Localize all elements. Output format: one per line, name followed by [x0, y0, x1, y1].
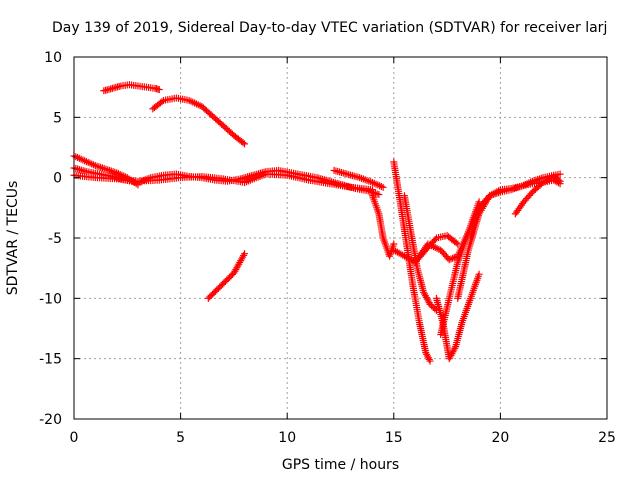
- grid: [74, 57, 607, 419]
- data-point: [155, 86, 163, 94]
- data-point: [423, 352, 431, 360]
- y-tick-label: 0: [53, 171, 62, 187]
- data-point: [445, 256, 453, 264]
- data-series: [368, 192, 398, 260]
- data-point: [454, 240, 462, 248]
- chart-title: Day 139 of 2019, Sidereal Day-to-day VTE…: [52, 20, 608, 36]
- data-point: [241, 140, 249, 148]
- data-point: [556, 177, 564, 185]
- data-point: [97, 163, 105, 171]
- data-series: [467, 170, 564, 242]
- data-point: [447, 255, 455, 263]
- data-series: [432, 270, 483, 363]
- data-series: [70, 170, 376, 194]
- data-point: [106, 166, 114, 174]
- x-axis-label: GPS time / hours: [281, 457, 400, 473]
- data-series: [400, 192, 440, 314]
- x-tick-label: 10: [278, 430, 296, 446]
- data-point: [423, 350, 431, 358]
- data-point: [239, 139, 247, 147]
- data-point: [452, 239, 460, 247]
- y-tick-label: -20: [39, 412, 62, 428]
- data-point: [422, 349, 430, 357]
- x-tick-label: 0: [70, 430, 79, 446]
- data-series: [511, 172, 564, 218]
- data-point: [449, 254, 457, 262]
- y-tick-label: 10: [44, 50, 62, 66]
- data-point: [375, 191, 383, 199]
- y-tick-label: -15: [39, 352, 62, 368]
- data-point: [373, 190, 381, 198]
- data-point: [475, 270, 483, 278]
- data-point: [428, 302, 436, 310]
- x-tick-label: 25: [598, 430, 616, 446]
- data-series: [149, 94, 249, 148]
- y-tick-label: -5: [48, 231, 62, 247]
- axis-ticks: 0 5 10 15 20 25 -20 -15 -10 -5 0 5 10: [39, 50, 616, 446]
- data-series: [330, 166, 387, 191]
- data-point: [424, 354, 432, 362]
- data-series: [100, 81, 163, 95]
- data-point: [527, 190, 535, 198]
- data-series: [390, 232, 462, 266]
- data-point: [241, 250, 249, 258]
- data-point: [104, 166, 112, 174]
- data-point: [426, 357, 434, 365]
- x-tick-label: 20: [491, 430, 509, 446]
- data-point: [379, 183, 387, 191]
- x-tick-label: 5: [176, 430, 185, 446]
- x-tick-label: 15: [385, 430, 403, 446]
- data-point: [98, 164, 106, 172]
- data-points: [70, 81, 564, 365]
- data-point: [429, 303, 437, 311]
- data-point: [425, 355, 433, 363]
- data-point: [512, 184, 520, 192]
- data-point: [451, 344, 459, 352]
- data-series: [204, 250, 249, 302]
- data-point: [554, 176, 562, 184]
- data-point: [556, 170, 564, 178]
- data-point: [368, 186, 376, 194]
- data-point: [158, 98, 166, 106]
- data-point: [426, 300, 434, 308]
- data-point: [390, 240, 398, 248]
- y-tick-label: 5: [53, 110, 62, 126]
- y-tick-label: -10: [39, 291, 62, 307]
